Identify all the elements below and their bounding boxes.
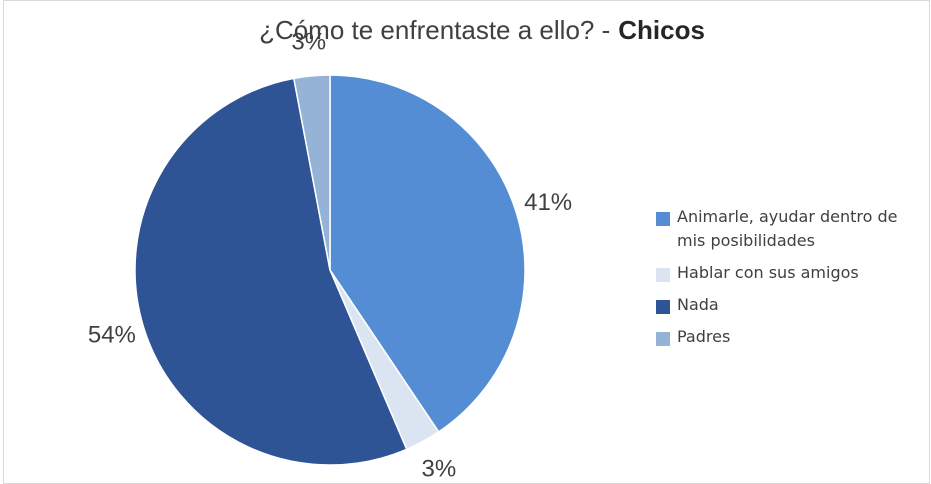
legend-swatch bbox=[655, 267, 671, 283]
data-label: 3% bbox=[291, 28, 326, 55]
legend-item: Animarle, ayudar dentro de mis posibilid… bbox=[655, 205, 905, 253]
legend-label: Padres bbox=[677, 327, 731, 346]
legend-item: Nada bbox=[655, 293, 905, 317]
pie-slice bbox=[134, 77, 408, 466]
pie-slice bbox=[292, 74, 331, 271]
title-emphasis: Chicos bbox=[618, 15, 705, 45]
data-label: 3% bbox=[422, 456, 457, 483]
title-text: ¿Cómo te enfrentaste a ello? - bbox=[259, 15, 610, 45]
legend-swatch bbox=[655, 299, 671, 315]
legend: Animarle, ayudar dentro de mis posibilid… bbox=[655, 205, 905, 357]
legend-label: Hablar con sus amigos bbox=[677, 263, 859, 282]
chart-title: ¿Cómo te enfrentaste a ello? - Chicos bbox=[259, 15, 705, 45]
data-label: 54% bbox=[88, 322, 136, 349]
legend-swatch bbox=[655, 331, 671, 347]
legend-item: Padres bbox=[655, 325, 905, 349]
legend-swatch bbox=[655, 211, 671, 227]
legend-item: Hablar con sus amigos bbox=[655, 261, 905, 285]
legend-label: Animarle, ayudar dentro de mis posibilid… bbox=[677, 207, 898, 250]
legend-label: Nada bbox=[677, 295, 719, 314]
pie-slice bbox=[329, 74, 526, 433]
data-label: 41% bbox=[524, 189, 572, 216]
